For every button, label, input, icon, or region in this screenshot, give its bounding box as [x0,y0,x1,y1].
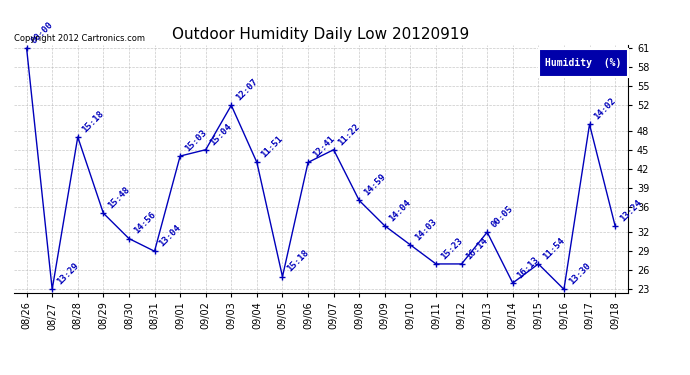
Text: 11:51: 11:51 [259,134,285,160]
Text: 14:02: 14:02 [592,96,618,122]
Text: 13:04: 13:04 [157,223,183,249]
Text: 00:00: 00:00 [30,20,55,45]
Text: 14:56: 14:56 [132,210,157,236]
Text: 15:48: 15:48 [106,185,132,210]
Text: 14:03: 14:03 [413,217,439,242]
Text: 11:54: 11:54 [541,236,566,261]
Text: 16:14: 16:14 [464,236,490,261]
Text: 15:04: 15:04 [208,122,234,147]
Text: 11:22: 11:22 [337,122,362,147]
Text: 14:59: 14:59 [362,172,387,198]
Text: 14:04: 14:04 [388,198,413,223]
Text: 00:05: 00:05 [490,204,515,230]
Text: 12:41: 12:41 [310,134,336,160]
Title: Outdoor Humidity Daily Low 20120919: Outdoor Humidity Daily Low 20120919 [172,27,469,42]
Text: 13:30: 13:30 [566,261,592,286]
Text: Copyright 2012 Cartronics.com: Copyright 2012 Cartronics.com [14,33,145,42]
Text: 13:29: 13:29 [55,261,80,286]
Text: 15:18: 15:18 [81,109,106,134]
Text: 12:07: 12:07 [234,77,259,102]
Text: 15:18: 15:18 [285,249,310,274]
Text: 15:03: 15:03 [183,128,208,153]
Text: 15:23: 15:23 [439,236,464,261]
Text: 16:13: 16:13 [515,255,541,280]
Text: 13:24: 13:24 [618,198,643,223]
